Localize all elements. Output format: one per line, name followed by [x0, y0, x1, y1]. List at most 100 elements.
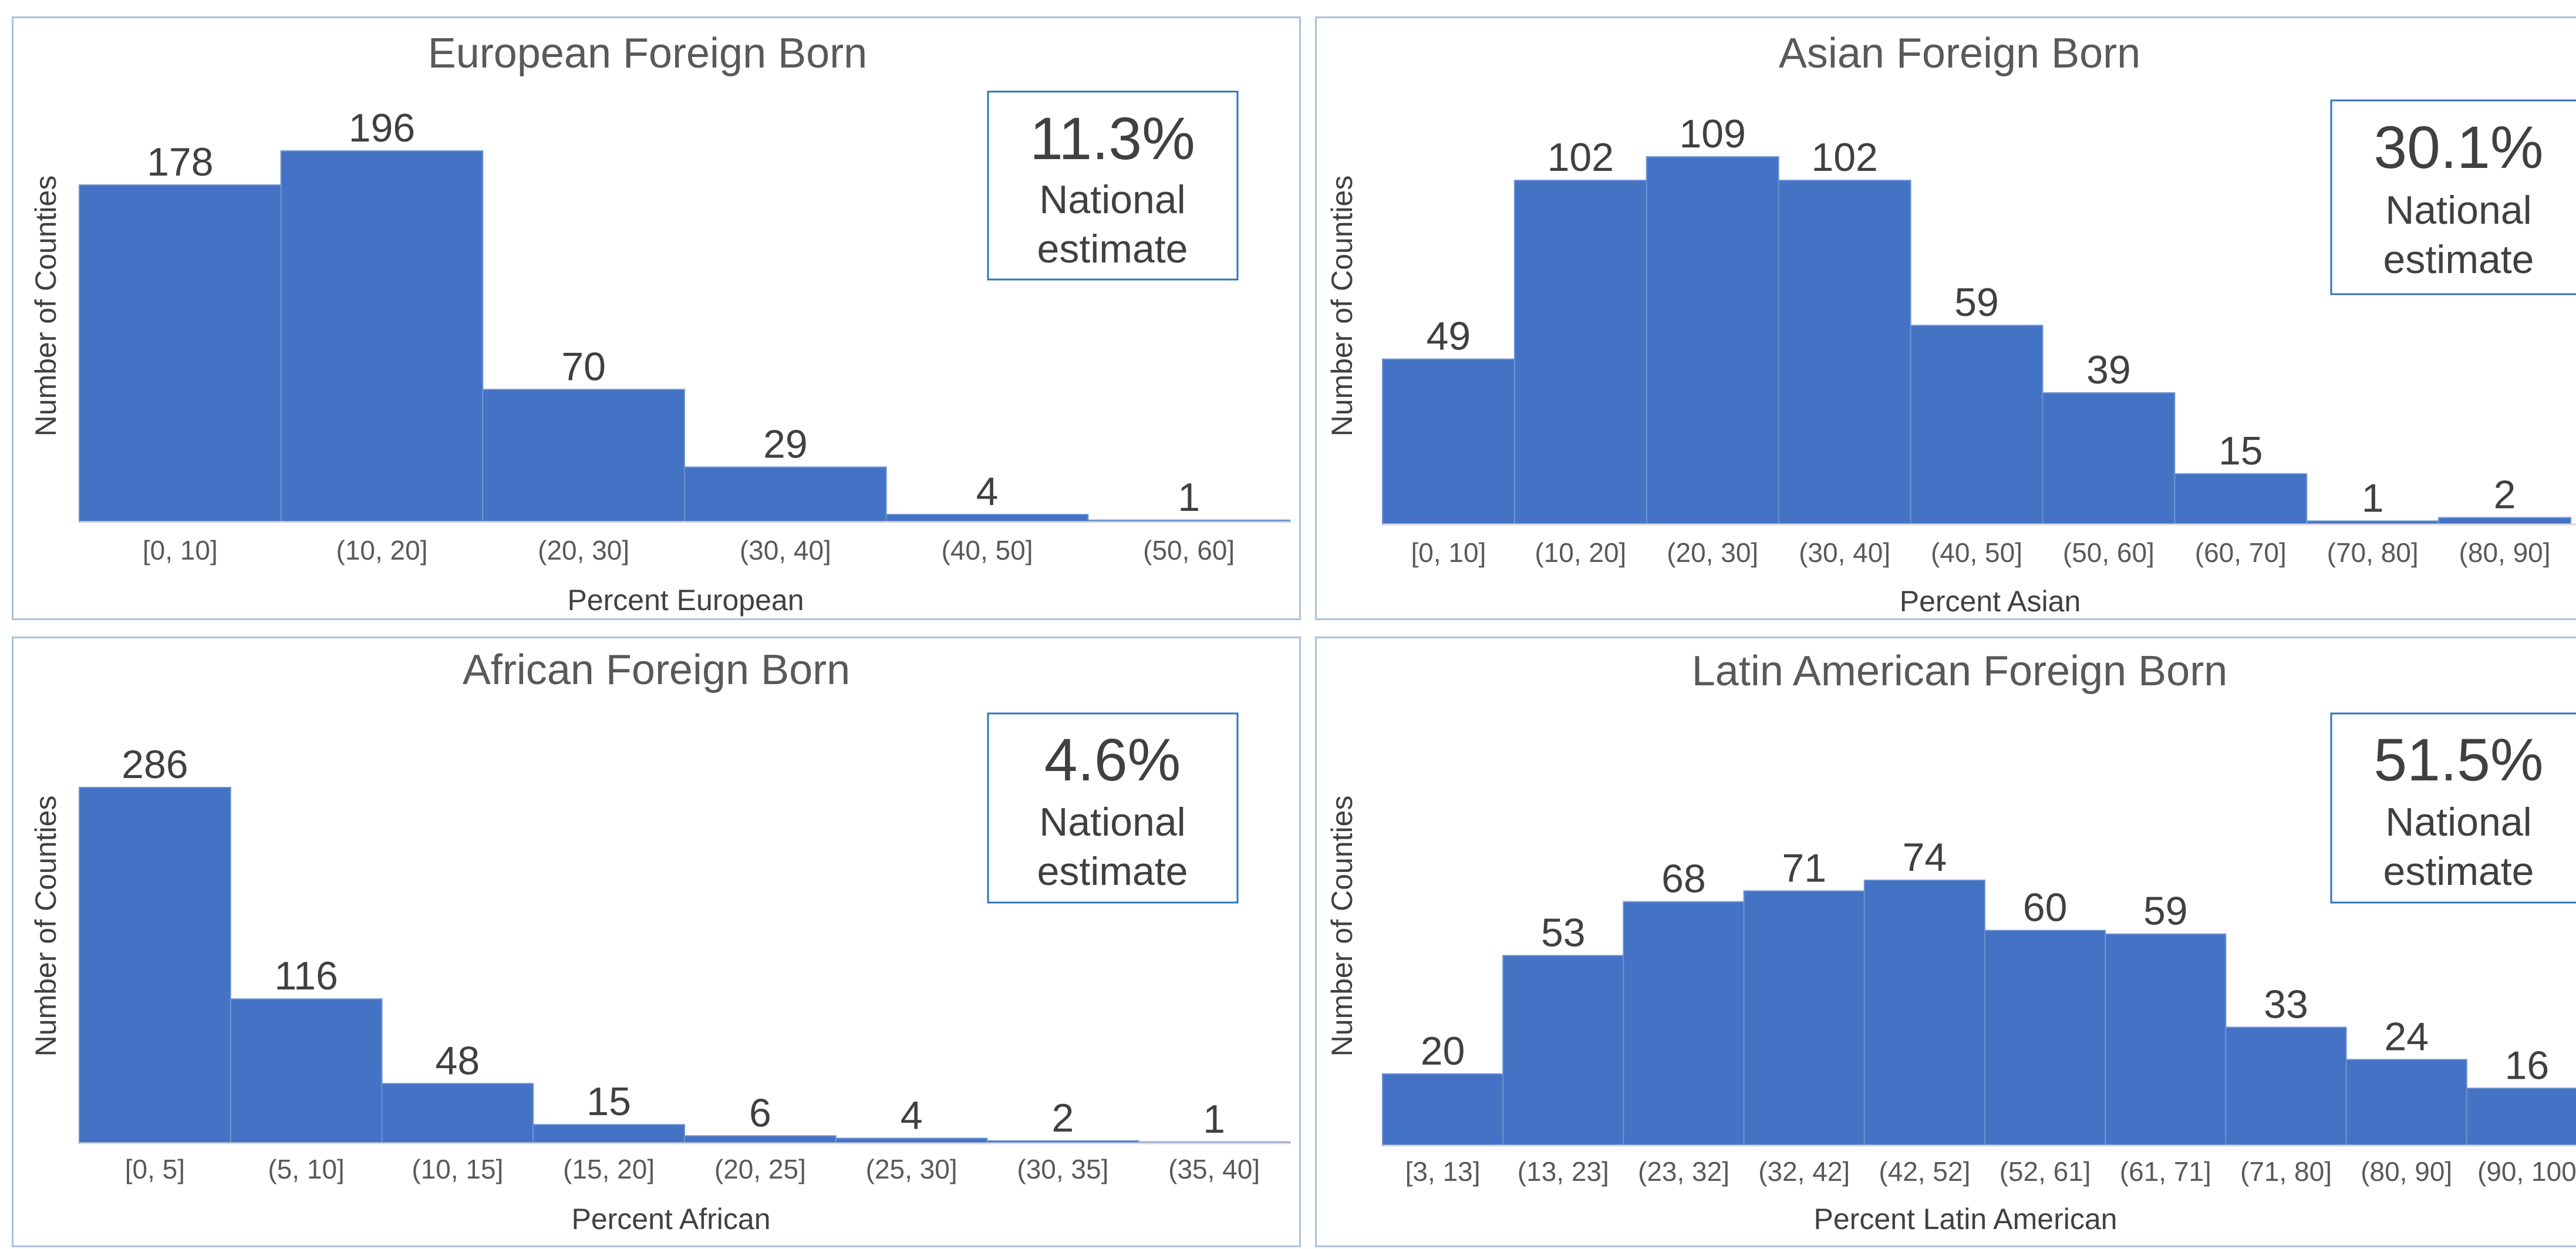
x-tick-label: (50, 60] [2063, 537, 2154, 568]
data-label: 71 [1782, 846, 1826, 890]
x-tick-label: (90, 100 [2477, 1156, 2576, 1187]
x-tick-label: (61, 71] [2120, 1156, 2211, 1187]
x-tick-label: (20, 30] [538, 535, 629, 565]
data-label: 196 [349, 106, 415, 150]
x-axis-title: Percent Latin American [1814, 1203, 2118, 1235]
bar [1502, 955, 1624, 1146]
data-label: 4 [976, 469, 999, 514]
bar [1863, 880, 1985, 1146]
x-tick-label: (30, 40] [1799, 537, 1890, 568]
bar [2174, 473, 2308, 525]
x-tick-label: (35, 40] [1168, 1154, 1260, 1184]
bar [1382, 358, 1515, 525]
bar [230, 998, 383, 1144]
data-label: 1 [1203, 1097, 1225, 1142]
national-estimate-value: 4.6% [1044, 726, 1181, 793]
x-tick-label: (32, 42] [1758, 1156, 1850, 1187]
data-label: 68 [1661, 857, 1706, 901]
bar [1910, 325, 2044, 525]
x-tick-label: (25, 30] [866, 1154, 957, 1184]
national-estimate-box: 51.5% National estimate [2330, 712, 2576, 904]
bar [2345, 1059, 2467, 1146]
national-estimate-label: estimate [1037, 849, 1188, 894]
x-tick-label: (15, 20] [563, 1154, 655, 1184]
bar [1623, 901, 1745, 1146]
national-estimate-box: 4.6% National estimate [987, 712, 1239, 904]
chart-title: African Foreign Born [463, 647, 850, 693]
x-tick-label: (10, 15] [412, 1154, 503, 1184]
x-tick-label: (5, 10] [268, 1154, 344, 1184]
x-axis-title: Percent African [571, 1203, 770, 1235]
y-axis-title: Number of Counties [1326, 796, 1358, 1057]
data-label: 15 [2218, 429, 2263, 473]
y-axis-title: Number of Counties [29, 176, 62, 437]
data-label: 2 [1051, 1096, 1074, 1140]
national-estimate-label: National [2385, 188, 2532, 233]
national-estimate-label: estimate [2383, 237, 2534, 282]
national-estimate-label: estimate [2383, 849, 2534, 894]
x-axis-title: Percent Asian [1900, 585, 2081, 618]
data-label: 74 [1903, 835, 1947, 880]
data-label: 4 [901, 1093, 923, 1138]
x-tick-label: (13, 23] [1518, 1156, 1609, 1187]
y-axis-title: Number of Counties [1326, 176, 1358, 437]
national-estimate-value: 30.1% [2373, 114, 2543, 181]
x-tick-label: (60, 70] [2195, 537, 2287, 568]
bar [1382, 1073, 1504, 1146]
data-label: 102 [1811, 135, 1877, 180]
x-tick-label: (23, 32] [1638, 1156, 1729, 1187]
latin-american-histogram: Latin American Foreign Born Number of Co… [1326, 648, 2576, 1235]
bar [1743, 890, 1865, 1146]
bar [280, 150, 484, 523]
data-label: 286 [122, 742, 188, 787]
data-label: 20 [1421, 1029, 1465, 1073]
bar [684, 466, 887, 523]
x-tick-label: (80, 90] [2361, 1156, 2452, 1187]
bars: 286 [0, 5] 116 (5, 10] 48 (10, 15] 15 (15, 20] 6… [79, 742, 1290, 1184]
x-tick-label: [0, 10] [143, 535, 218, 565]
bar [79, 184, 282, 523]
x-tick-label: (40, 50] [942, 535, 1033, 565]
latin-american-chart-panel: Latin American Foreign Born Number of Co… [1315, 637, 2576, 1247]
national-estimate-label: National [2385, 800, 2532, 844]
chart-title: European Foreign Born [428, 30, 867, 77]
bar [79, 787, 231, 1144]
african-chart-panel: African Foreign Born Number of Counties … [12, 637, 1301, 1247]
bar [1984, 930, 2106, 1146]
data-label: 109 [1679, 112, 1745, 156]
estimate-box-frame [987, 712, 1239, 904]
data-label: 1 [1178, 475, 1200, 520]
data-label: 24 [2384, 1014, 2429, 1059]
data-label: 70 [561, 344, 606, 389]
data-label: 102 [1547, 135, 1614, 180]
data-label: 59 [1954, 280, 1999, 325]
estimate-box-frame [2330, 712, 2576, 904]
data-label: 116 [274, 954, 338, 998]
bar [885, 514, 1089, 523]
bar [2042, 392, 2176, 526]
x-tick-label: (70, 80] [2327, 537, 2419, 568]
data-label: 60 [2023, 886, 2068, 930]
national-estimate-label: estimate [1037, 227, 1188, 271]
x-tick-label: (50, 60] [1143, 535, 1235, 565]
x-tick-label: (40, 50] [1931, 537, 2022, 568]
chart-title: Asian Foreign Born [1779, 30, 2140, 77]
data-label: 59 [2143, 889, 2188, 934]
bar [2466, 1088, 2576, 1146]
data-label: 39 [2086, 348, 2131, 392]
x-tick-label: (20, 25] [714, 1154, 806, 1184]
data-label: 49 [1427, 314, 1471, 359]
data-label: 6 [749, 1090, 771, 1135]
y-axis-title: Number of Counties [29, 796, 62, 1057]
national-estimate-label: National [1039, 800, 1186, 844]
x-tick-label: (30, 40] [740, 535, 831, 565]
national-estimate-box: 11.3% National estimate [987, 90, 1239, 281]
x-axis-title: Percent European [567, 584, 804, 617]
data-label: 16 [2505, 1043, 2550, 1088]
bar [1513, 180, 1647, 525]
x-tick-label: [0, 5] [125, 1154, 185, 1184]
bar [2438, 517, 2571, 525]
x-tick-label: (10, 20] [1535, 537, 1626, 568]
european-histogram: European Foreign Born Number of Counties… [29, 30, 1291, 617]
data-label: 29 [763, 422, 808, 466]
